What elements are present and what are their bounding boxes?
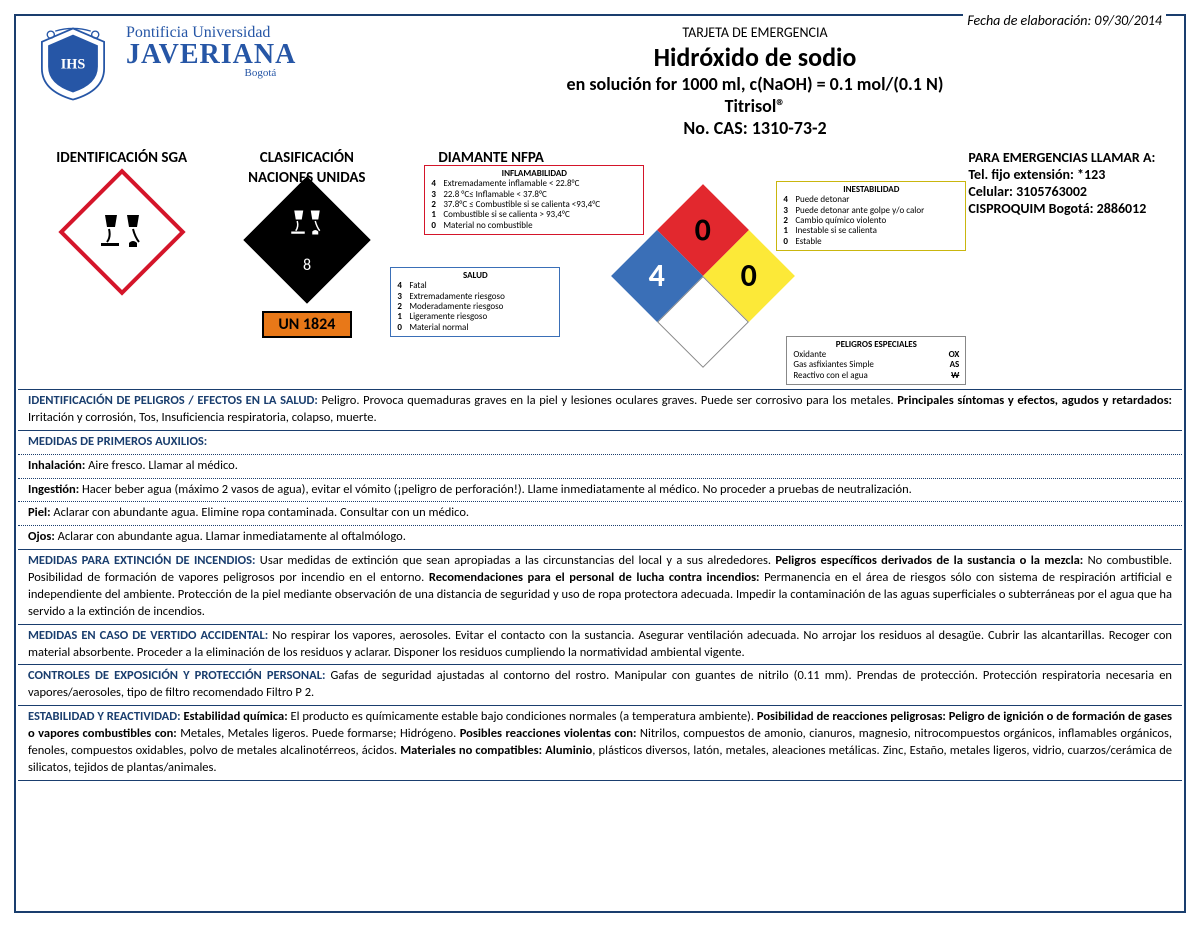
product-name: Titrisol® (338, 95, 1172, 117)
cas-number: No. CAS: 1310-73-2 (338, 117, 1172, 139)
shield-icon: IHS (28, 24, 118, 104)
section-hazards: IDENTIFICACIÓN DE PELIGROS / EFECTOS EN … (18, 389, 1182, 430)
logo-text: Pontificia Universidad JAVERIANA Bogotá (126, 24, 296, 79)
legend-health: SALUD 4Fatal 3Extremadamente riesgoso 2M… (390, 267, 560, 337)
emergency-heading: PARA EMERGENCIAS LLAMAR A: (968, 149, 1172, 166)
emergency-phone-ext: Tel. fijo extensión: *123 (968, 166, 1172, 183)
ghs-corrosive-pictogram (58, 168, 185, 295)
elaboration-date: Fecha de elaboración: 09/30/2014 (963, 12, 1166, 29)
nfpa-diagram: INFLAMABILIDAD 4Extremadamente inflamabl… (398, 171, 958, 381)
legend-flammability: INFLAMABILIDAD 4Extremadamente inflamabl… (424, 165, 644, 235)
section-exposure: CONTROLES DE EXPOSICIÓN Y PROTECCIÓN PER… (18, 664, 1182, 705)
section-firstaid-heading: MEDIDAS DE PRIMEROS AUXILIOS: (18, 430, 1182, 454)
concentration: en solución for 1000 ml, c(NaOH) = 0.1 m… (338, 73, 1172, 95)
emergency-cisproquim: CISPROQUIM Bogotá: 2886012 (968, 200, 1172, 217)
section-fire: MEDIDAS PARA EXTINCIÓN DE INCENDIOS: Usa… (18, 549, 1182, 624)
firstaid-ingestion: Ingestión: Hacer beber agua (máximo 2 va… (18, 479, 1182, 503)
section-stability: ESTABILIDAD Y REACTIVIDAD: Estabilidad q… (18, 705, 1182, 781)
chemical-name: Hidróxido de sodio (338, 41, 1172, 73)
title-block: TARJETA DE EMERGENCIA Hidróxido de sodio… (338, 24, 1172, 139)
nfpa-column: DIAMANTE NFPA INFLAMABILIDAD 4Extremadam… (398, 149, 958, 381)
sga-heading: IDENTIFICACIÓN SGA (28, 149, 215, 167)
classification-row: IDENTIFICACIÓN SGA CLASIFICACIÓN NACIONE… (16, 143, 1184, 389)
safety-card: Fecha de elaboración: 09/30/2014 IHS Pon… (14, 14, 1186, 913)
un-number-label: UN 1824 (262, 311, 352, 338)
un-column: CLASIFICACIÓN NACIONES UNIDAS 8 UN 1824 (225, 149, 388, 381)
un-heading-1: CLASIFICACIÓN (225, 149, 388, 167)
emergency-cell: Celular: 3105763002 (968, 183, 1172, 200)
section-spill: MEDIDAS EN CASO DE VERTIDO ACCIDENTAL: N… (18, 624, 1182, 665)
firstaid-eyes: Ojos: Aclarar con abundante agua. Llamar… (18, 526, 1182, 549)
un-class-diamond: 8 (243, 176, 370, 303)
header: IHS Pontificia Universidad JAVERIANA Bog… (16, 16, 1184, 143)
corrosive-icon (264, 209, 350, 244)
firstaid-inhalation: Inhalación: Aire fresco. Llamar al médic… (18, 454, 1182, 479)
legend-instability: INESTABILIDAD 4Puede detonar 3Puede deto… (776, 181, 966, 251)
emergency-contacts: PARA EMERGENCIAS LLAMAR A: Tel. fijo ext… (968, 149, 1172, 381)
university-logo: IHS Pontificia Universidad JAVERIANA Bog… (28, 24, 338, 139)
safety-sections: IDENTIFICACIÓN DE PELIGROS / EFECTOS EN … (16, 389, 1184, 781)
legend-special: PELIGROS ESPECIALES OxidanteOX Gas asfix… (786, 336, 966, 385)
firstaid-skin: Piel: Aclarar con abundante agua. Elimin… (18, 502, 1182, 526)
svg-text:IHS: IHS (61, 56, 86, 72)
un-class-number: 8 (264, 256, 350, 275)
sga-column: IDENTIFICACIÓN SGA (28, 149, 215, 381)
corrosive-icon (81, 191, 163, 273)
